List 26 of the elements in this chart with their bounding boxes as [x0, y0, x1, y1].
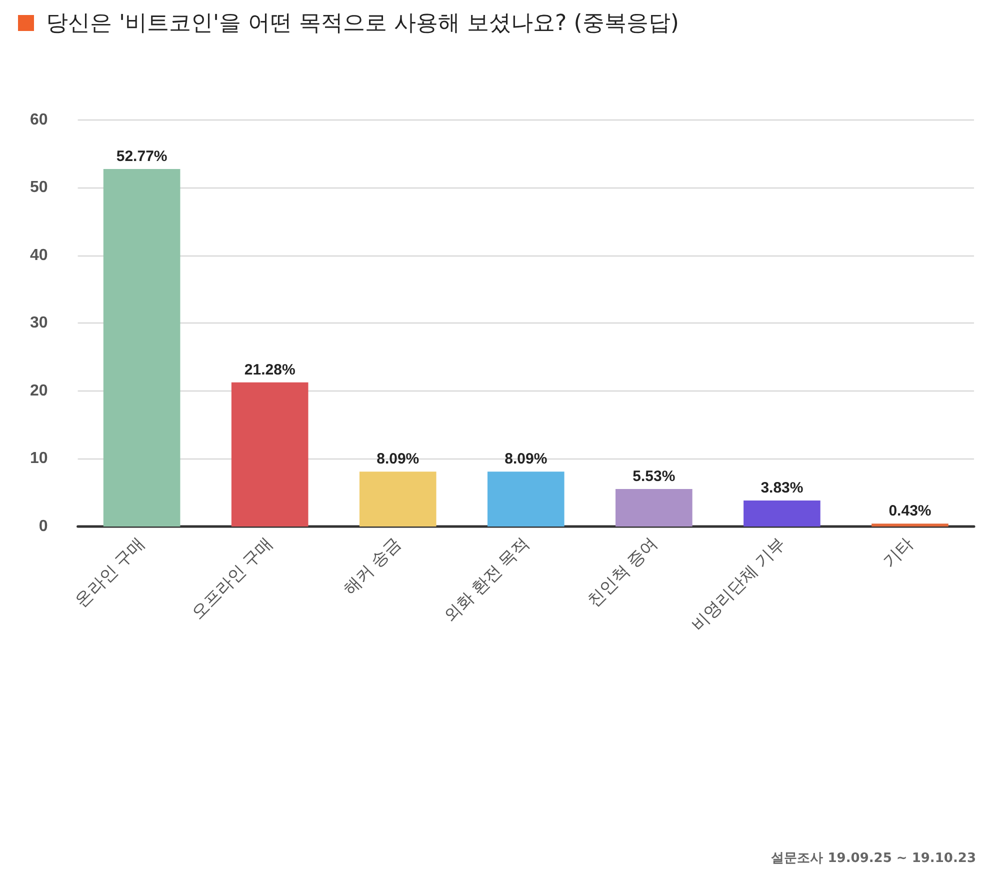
x-tick-label: 외화 환전 목적 — [440, 534, 533, 626]
y-tick-label: 30 — [30, 314, 48, 332]
bar — [616, 489, 692, 526]
bar — [359, 472, 436, 526]
chart-title: 당신은 '비트코인'을 어떤 목적으로 사용해 보셨나요? (중복응답) — [46, 10, 679, 38]
bar — [231, 382, 308, 526]
data-label: 52.77% — [116, 148, 168, 165]
bar — [744, 500, 820, 526]
y-tick-label: 10 — [30, 450, 48, 468]
data-label: 8.09% — [504, 450, 548, 468]
data-label: 21.28% — [244, 361, 296, 378]
y-tick-label: 20 — [30, 382, 48, 400]
data-label: 3.83% — [760, 480, 804, 497]
bar — [872, 524, 948, 526]
data-label: 5.53% — [632, 468, 676, 486]
bar — [103, 168, 180, 526]
bar — [487, 472, 564, 526]
y-tick-label: 0 — [38, 518, 48, 535]
y-tick-label: 50 — [30, 179, 48, 196]
y-tick-label: 60 — [30, 112, 48, 128]
data-label: 8.09% — [376, 450, 420, 468]
y-tick-label: 40 — [30, 247, 48, 264]
data-label: 0.43% — [888, 502, 932, 520]
x-tick-label: 기타 — [879, 534, 917, 572]
text: 설문조사 19.09.25 ~ 19.10.23 — [771, 850, 976, 867]
x-tick-label: 해커 송금 — [340, 534, 405, 599]
